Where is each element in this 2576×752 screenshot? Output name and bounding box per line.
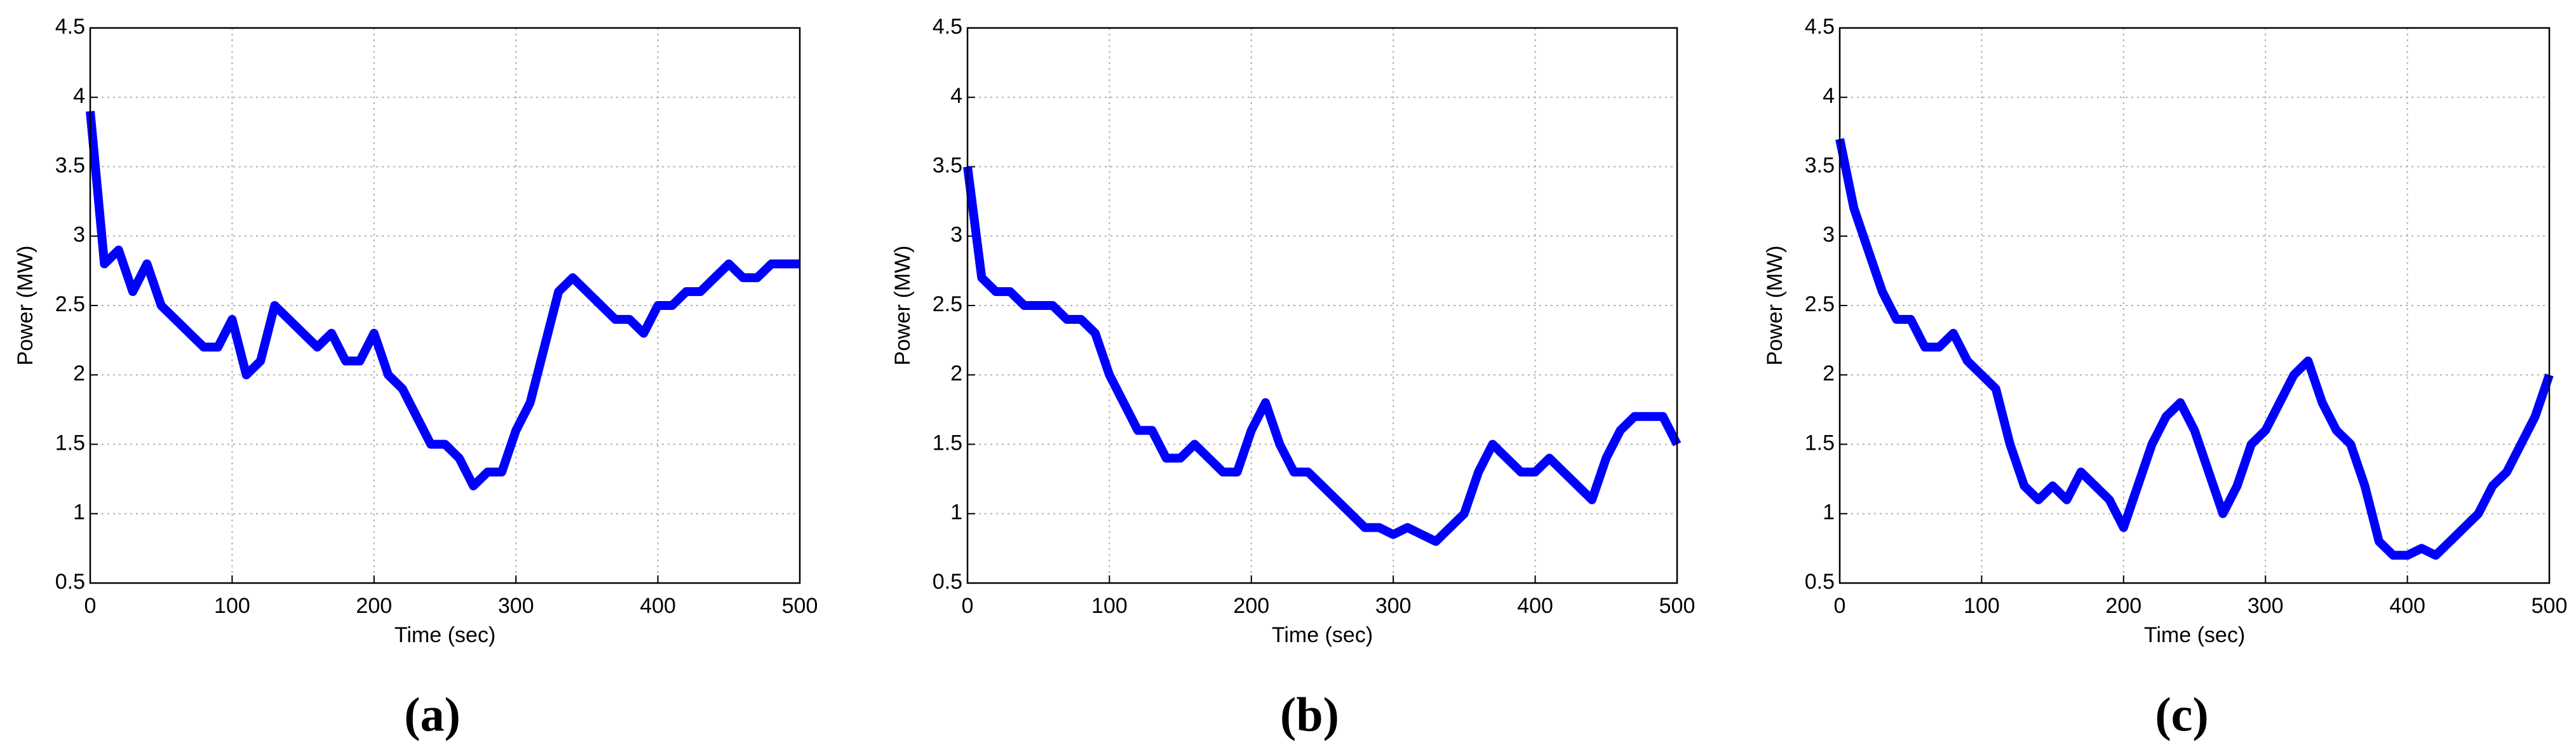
x-tick-label: 100 [214,594,250,618]
x-tick-label: 300 [1375,594,1412,618]
y-tick-label: 2.5 [55,292,85,316]
y-tick-label: 1 [950,500,962,525]
x-axis-label: Time (sec) [2144,623,2245,647]
y-tick-label: 4 [1823,84,1835,108]
y-tick-label: 2.5 [933,292,962,316]
y-tick-label: 1 [73,500,85,525]
y-tick-label: 4.5 [1805,15,1835,39]
x-tick-label: 400 [1517,594,1553,618]
x-tick-label: 0 [1834,594,1846,618]
y-tick-label: 4.5 [55,15,85,39]
y-tick-label: 1 [1823,500,1835,525]
x-axis-label: Time (sec) [1272,623,1373,647]
x-tick-label: 500 [1659,594,1696,618]
plot-frame [1838,27,2551,584]
x-tick-label: 400 [640,594,676,618]
y-tick-label: 4.5 [933,15,962,39]
y-tick-label: 0.5 [933,570,962,594]
x-tick-label: 200 [2105,594,2141,618]
y-tick-label: 0.5 [1805,570,1835,594]
x-tick-label: 100 [1964,594,2000,618]
y-tick-label: 4 [73,84,85,108]
y-tick-label: 1.5 [1805,431,1835,455]
y-axis-label: Power (MW) [891,246,915,366]
x-tick-label: 500 [2532,594,2568,618]
y-tick-label: 3 [1823,223,1835,247]
x-axis-label: Time (sec) [394,623,496,647]
x-tick-label: 200 [1233,594,1269,618]
x-tick-label: 300 [2248,594,2284,618]
x-tick-label: 200 [356,594,392,618]
data-line [1835,138,2554,560]
y-tick-label: 1.5 [55,431,85,455]
y-tick-label: 4 [950,84,962,108]
plot-frame [966,27,1678,584]
y-axis-label: Power (MW) [13,246,37,366]
panel-label: (b) [1280,688,1339,741]
data-line [963,166,1682,546]
x-tick-label: 500 [782,594,818,618]
y-tick-label: 3.5 [933,153,962,177]
panel-label: (a) [404,688,461,741]
y-tick-label: 3.5 [1805,153,1835,177]
panel-label: (c) [2155,688,2208,741]
y-tick-label: 3 [950,223,962,247]
data-line [86,111,800,491]
y-tick-label: 1.5 [933,431,962,455]
y-axis-label: Power (MW) [1763,246,1787,366]
x-tick-label: 100 [1091,594,1128,618]
plot-frame [89,27,801,584]
y-tick-label: 2.5 [1805,292,1835,316]
x-tick-label: 400 [2389,594,2425,618]
y-tick-label: 3.5 [55,153,85,177]
y-tick-label: 2 [73,361,85,386]
x-tick-label: 0 [84,594,97,618]
y-tick-label: 2 [950,361,962,386]
y-tick-label: 2 [1823,361,1835,386]
y-tick-label: 3 [73,223,85,247]
y-tick-label: 0.5 [55,570,85,594]
x-tick-label: 0 [962,594,974,618]
x-tick-label: 300 [498,594,534,618]
